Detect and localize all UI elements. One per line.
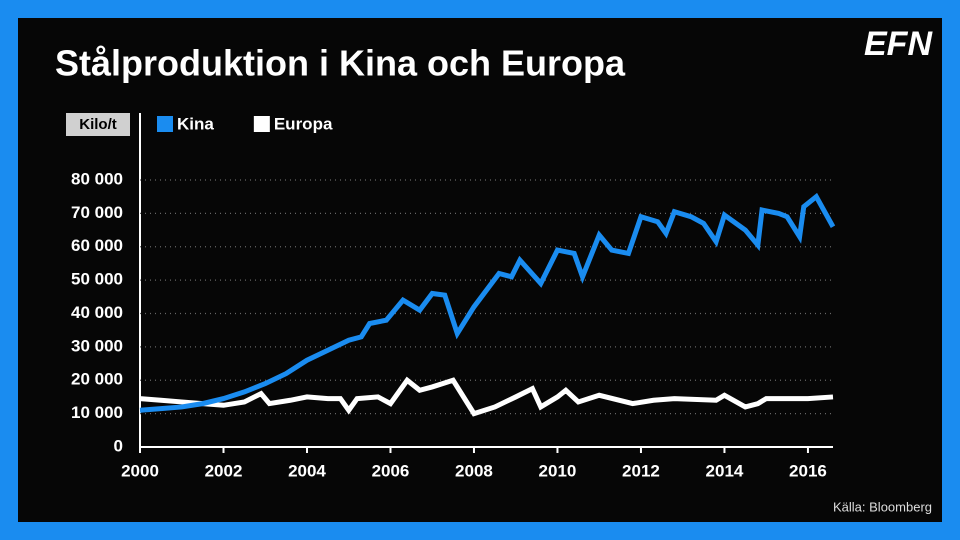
- y-tick-label: 0: [114, 436, 123, 455]
- y-tick-label: 30 000: [71, 336, 123, 355]
- x-tick-label: 2016: [789, 461, 827, 480]
- background: [18, 18, 942, 522]
- series-line: [139, 192, 836, 413]
- y-tick-label: 20 000: [71, 370, 123, 389]
- y-tick-label: 70 000: [71, 203, 123, 222]
- legend-swatch: [253, 116, 270, 132]
- legend-label: Kina: [177, 114, 214, 133]
- y-tick-label: 80 000: [71, 169, 123, 188]
- x-tick-label: 2002: [205, 461, 243, 480]
- x-tick-label: 2012: [622, 461, 660, 480]
- x-tick-label: 2000: [121, 461, 159, 480]
- logo: EFN: [864, 25, 933, 63]
- x-tick-label: 2004: [288, 461, 326, 480]
- y-axis-label: Kilo/t: [79, 116, 117, 133]
- x-tick-label: 2010: [539, 461, 577, 480]
- y-tick-label: 40 000: [71, 303, 123, 322]
- x-tick-label: 2006: [372, 461, 410, 480]
- series-line: [139, 376, 834, 417]
- legend-label: Europa: [274, 114, 333, 133]
- chart-title: Stålproduktion i Kina och Europa: [55, 43, 626, 84]
- x-tick-label: 2014: [706, 461, 744, 480]
- y-tick-label: 10 000: [71, 403, 123, 422]
- x-tick-label: 2008: [455, 461, 493, 480]
- y-tick-label: 60 000: [71, 236, 123, 255]
- y-label-box: [66, 113, 130, 136]
- source: Källa: Bloomberg: [833, 499, 932, 514]
- y-tick-label: 50 000: [71, 270, 123, 289]
- legend-swatch: [157, 116, 173, 132]
